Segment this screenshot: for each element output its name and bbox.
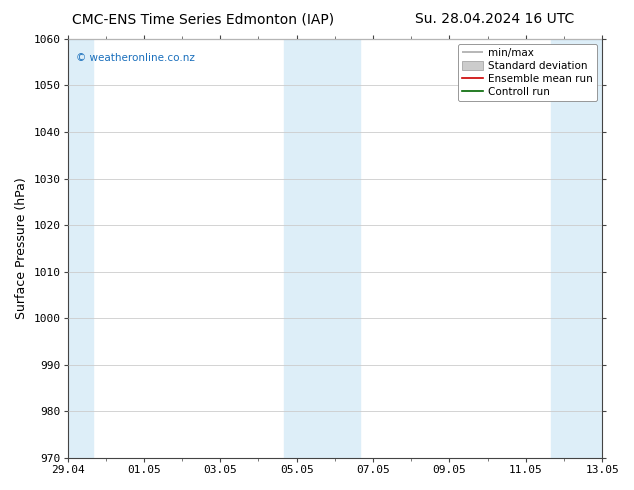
Text: © weatheronline.co.nz: © weatheronline.co.nz bbox=[75, 53, 195, 63]
Bar bbox=[284, 39, 360, 458]
Bar bbox=[552, 39, 615, 458]
Legend: min/max, Standard deviation, Ensemble mean run, Controll run: min/max, Standard deviation, Ensemble me… bbox=[458, 44, 597, 101]
Text: CMC-ENS Time Series Edmonton (IAP): CMC-ENS Time Series Edmonton (IAP) bbox=[72, 12, 334, 26]
Bar bbox=[55, 39, 93, 458]
Y-axis label: Surface Pressure (hPa): Surface Pressure (hPa) bbox=[15, 177, 28, 319]
Text: Su. 28.04.2024 16 UTC: Su. 28.04.2024 16 UTC bbox=[415, 12, 574, 26]
